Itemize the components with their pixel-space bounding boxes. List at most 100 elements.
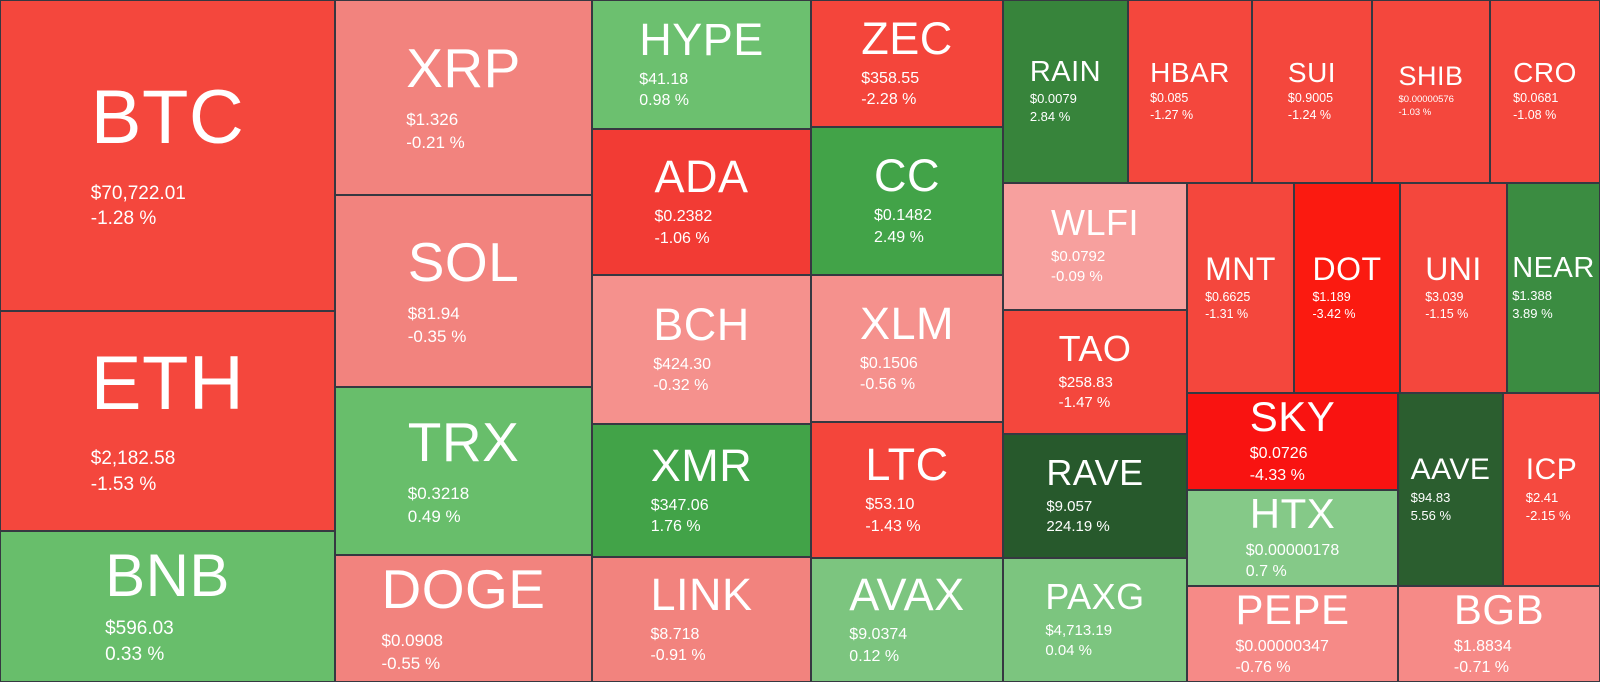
tile-trx[interactable]: TRX $0.3218 0.49 % (336, 388, 591, 554)
tile-near[interactable]: NEAR $1.388 3.89 % (1508, 184, 1599, 392)
ticker-symbol: RAVE (1046, 451, 1144, 493)
tile-content: SUI $0.9005 -1.24 % (1288, 58, 1336, 124)
tile-shib[interactable]: SHIB $0.00000576 -1.03 % (1373, 1, 1489, 182)
ticker-symbol: UNI (1425, 250, 1482, 287)
tile-sol[interactable]: SOL $81.94 -0.35 % (336, 196, 591, 386)
tile-content: ZEC $358.55 -2.28 % (861, 16, 953, 111)
tile-sui[interactable]: SUI $0.9005 -1.24 % (1253, 1, 1371, 182)
price: $258.83 (1058, 373, 1113, 391)
tile-zec[interactable]: ZEC $358.55 -2.28 % (812, 1, 1002, 126)
change-percent: 2.49 % (874, 228, 924, 246)
change-percent: -2.15 % (1525, 507, 1571, 523)
change-percent: 0.33 % (105, 644, 165, 666)
tile-hbar[interactable]: HBAR $0.085 -1.27 % (1129, 1, 1251, 182)
price: $0.3218 (407, 483, 470, 503)
change-percent: -0.09 % (1051, 268, 1103, 286)
tile-content: DOGE $0.0908 -0.55 % (382, 561, 546, 676)
tile-bch[interactable]: BCH $424.30 -0.32 % (593, 276, 810, 423)
change-percent: -1.06 % (654, 229, 710, 247)
tile-bnb[interactable]: BNB $596.03 0.33 % (1, 532, 334, 681)
change-percent: -4.33 % (1249, 466, 1305, 484)
change-percent: -0.91 % (650, 647, 706, 665)
tile-rave[interactable]: RAVE $9.057 224.19 % (1004, 435, 1186, 557)
change-percent: -1.08 % (1513, 108, 1557, 123)
change-percent: -0.55 % (381, 654, 441, 674)
price: $9.0374 (849, 626, 908, 644)
ticker-symbol: ADA (654, 151, 749, 203)
ticker-symbol: TRX (407, 410, 520, 473)
price: $1.8834 (1453, 637, 1512, 655)
tile-cro[interactable]: CRO $0.0681 -1.08 % (1491, 1, 1599, 182)
tile-avax[interactable]: AVAX $9.0374 0.12 % (812, 559, 1002, 681)
tile-eth[interactable]: ETH $2,182.58 -1.53 % (1, 312, 334, 530)
ticker-symbol: LINK (650, 568, 753, 620)
ticker-symbol: HBAR (1150, 56, 1230, 88)
tile-mnt[interactable]: MNT $0.6625 -1.31 % (1188, 184, 1293, 392)
change-percent: 0.7 % (1245, 563, 1287, 581)
tile-dot[interactable]: DOT $1.189 -3.42 % (1295, 184, 1399, 392)
ticker-symbol: CC (874, 150, 940, 202)
tile-xmr[interactable]: XMR $347.06 1.76 % (593, 425, 810, 556)
tile-content: HYPE $41.18 0.98 % (639, 17, 764, 112)
ticker-symbol: SHIB (1398, 61, 1464, 92)
tile-content: BTC $70,722.01 -1.28 % (91, 79, 245, 232)
tile-wlfi[interactable]: WLFI $0.0792 -0.09 % (1004, 184, 1186, 309)
tile-content: XMR $347.06 1.76 % (651, 443, 753, 538)
tile-sky[interactable]: SKY $0.0726 -4.33 % (1188, 394, 1397, 489)
price: $2.41 (1525, 490, 1559, 506)
tile-icp[interactable]: ICP $2.41 -2.15 % (1504, 394, 1599, 585)
tile-cc[interactable]: CC $0.1482 2.49 % (812, 128, 1002, 274)
price: $0.085 (1150, 91, 1189, 106)
change-percent: 0.49 % (407, 506, 461, 526)
change-percent: 3.89 % (1512, 305, 1553, 321)
tile-aave[interactable]: AAVE $94.83 5.56 % (1399, 394, 1502, 585)
tile-xlm[interactable]: XLM $0.1506 -0.56 % (812, 276, 1002, 421)
ticker-symbol: ICP (1525, 452, 1578, 486)
ticker-symbol: XLM (859, 297, 955, 349)
ticker-symbol: PEPE (1235, 587, 1350, 633)
price: $1.388 (1512, 288, 1552, 304)
change-percent: -1.27 % (1150, 108, 1194, 123)
price: $0.00000178 (1245, 541, 1340, 559)
price: $0.1482 (874, 207, 932, 225)
price: $0.1506 (859, 354, 918, 372)
tile-content: UNI $3.039 -1.15 % (1425, 253, 1482, 323)
tile-tao[interactable]: TAO $258.83 -1.47 % (1004, 311, 1186, 433)
price: $0.0908 (381, 631, 443, 651)
tile-htx[interactable]: HTX $0.00000178 0.7 % (1188, 491, 1397, 585)
price: $0.0792 (1051, 248, 1106, 266)
tile-ada[interactable]: ADA $0.2382 -1.06 % (593, 130, 810, 274)
tile-content: XRP $1.326 -0.21 % (406, 40, 521, 155)
tile-ltc[interactable]: LTC $53.10 -1.43 % (812, 423, 1002, 557)
price: $347.06 (650, 496, 709, 514)
tile-paxg[interactable]: PAXG $4,713.19 0.04 % (1004, 559, 1186, 681)
tile-content: BNB $596.03 0.33 % (105, 545, 230, 667)
change-percent: -2.28 % (861, 91, 917, 109)
tile-link[interactable]: LINK $8.718 -0.91 % (593, 558, 810, 681)
tile-xrp[interactable]: XRP $1.326 -0.21 % (336, 1, 591, 194)
tile-hype[interactable]: HYPE $41.18 0.98 % (593, 1, 810, 128)
change-percent: 2.84 % (1029, 108, 1071, 124)
price: $0.2382 (654, 208, 713, 226)
price: $424.30 (653, 355, 712, 373)
tile-content: RAIN $0.0079 2.84 % (1029, 57, 1101, 126)
price: $358.55 (861, 69, 920, 87)
change-percent: -1.53 % (90, 473, 157, 495)
change-percent: -1.15 % (1425, 307, 1469, 322)
ticker-symbol: TAO (1058, 327, 1132, 369)
ticker-symbol: HYPE (639, 13, 764, 65)
change-percent: -0.35 % (407, 326, 467, 346)
price: $0.00000576 (1398, 93, 1454, 105)
tile-doge[interactable]: DOGE $0.0908 -0.55 % (336, 556, 591, 681)
ticker-symbol: MNT (1205, 250, 1276, 287)
tile-pepe[interactable]: PEPE $0.00000347 -0.76 % (1188, 587, 1397, 681)
tile-content: CC $0.1482 2.49 % (874, 153, 940, 248)
ticker-symbol: BTC (90, 75, 245, 161)
tile-content: NEAR $1.388 3.89 % (1512, 253, 1595, 323)
tile-content: DOT $1.189 -3.42 % (1312, 253, 1381, 323)
tile-rain[interactable]: RAIN $0.0079 2.84 % (1004, 1, 1127, 182)
tile-btc[interactable]: BTC $70,722.01 -1.28 % (1, 1, 334, 310)
tile-uni[interactable]: UNI $3.039 -1.15 % (1401, 184, 1506, 392)
ticker-symbol: HTX (1249, 491, 1336, 537)
tile-bgb[interactable]: BGB $1.8834 -0.71 % (1399, 587, 1599, 681)
